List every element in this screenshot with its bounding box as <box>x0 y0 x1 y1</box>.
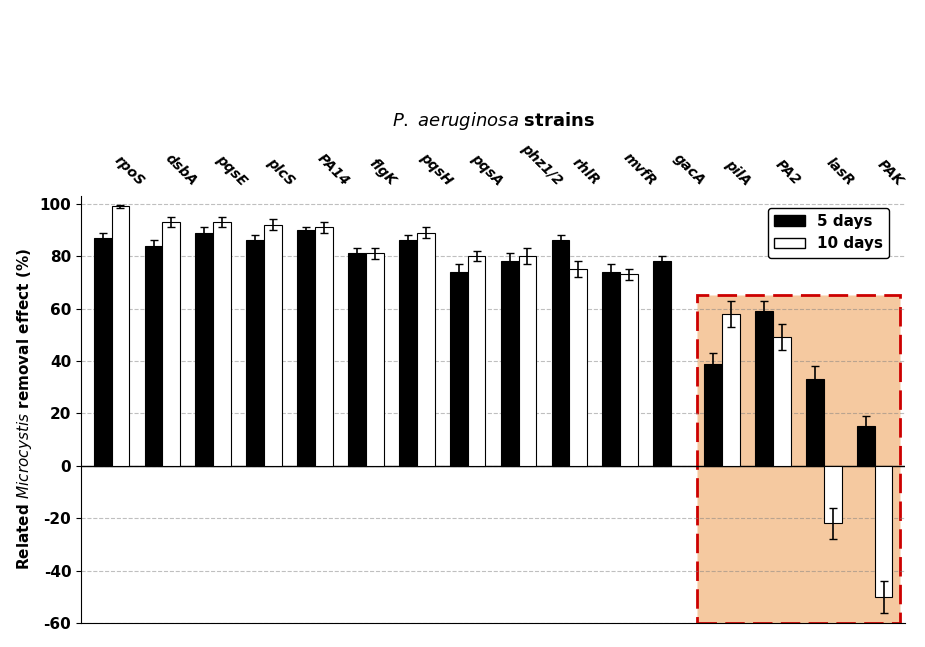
Bar <box>773 337 791 466</box>
Bar <box>450 272 468 466</box>
Bar <box>214 222 231 466</box>
Bar <box>348 254 366 466</box>
Bar <box>265 225 282 466</box>
Bar <box>704 364 722 466</box>
Bar <box>551 241 570 466</box>
Bar <box>195 232 214 466</box>
Bar <box>653 261 672 466</box>
Bar <box>297 230 315 466</box>
Bar <box>500 261 519 466</box>
Bar <box>399 241 417 466</box>
Bar <box>875 466 893 597</box>
Bar <box>519 256 536 466</box>
Bar <box>824 466 842 523</box>
Bar <box>315 227 333 466</box>
Bar <box>806 379 824 466</box>
Bar <box>163 222 180 466</box>
Bar <box>468 256 486 466</box>
Bar <box>621 274 638 466</box>
Bar <box>366 254 384 466</box>
Bar <box>144 246 163 466</box>
Bar <box>602 272 621 466</box>
FancyBboxPatch shape <box>697 296 900 623</box>
Bar <box>93 237 112 466</box>
Text: $\it{P.\ aeruginosa}$ $\bf{strains}$: $\it{P.\ aeruginosa}$ $\bf{strains}$ <box>391 110 595 132</box>
Y-axis label: Related $\it{Microcystis}$ removal effect (%): Related $\it{Microcystis}$ removal effec… <box>15 248 34 571</box>
Bar <box>755 311 773 466</box>
Bar <box>722 314 740 466</box>
Legend: 5 days, 10 days: 5 days, 10 days <box>769 208 889 258</box>
Bar <box>417 232 435 466</box>
Bar <box>112 206 130 466</box>
Bar <box>857 426 875 466</box>
Bar <box>570 269 587 466</box>
Bar <box>246 241 265 466</box>
